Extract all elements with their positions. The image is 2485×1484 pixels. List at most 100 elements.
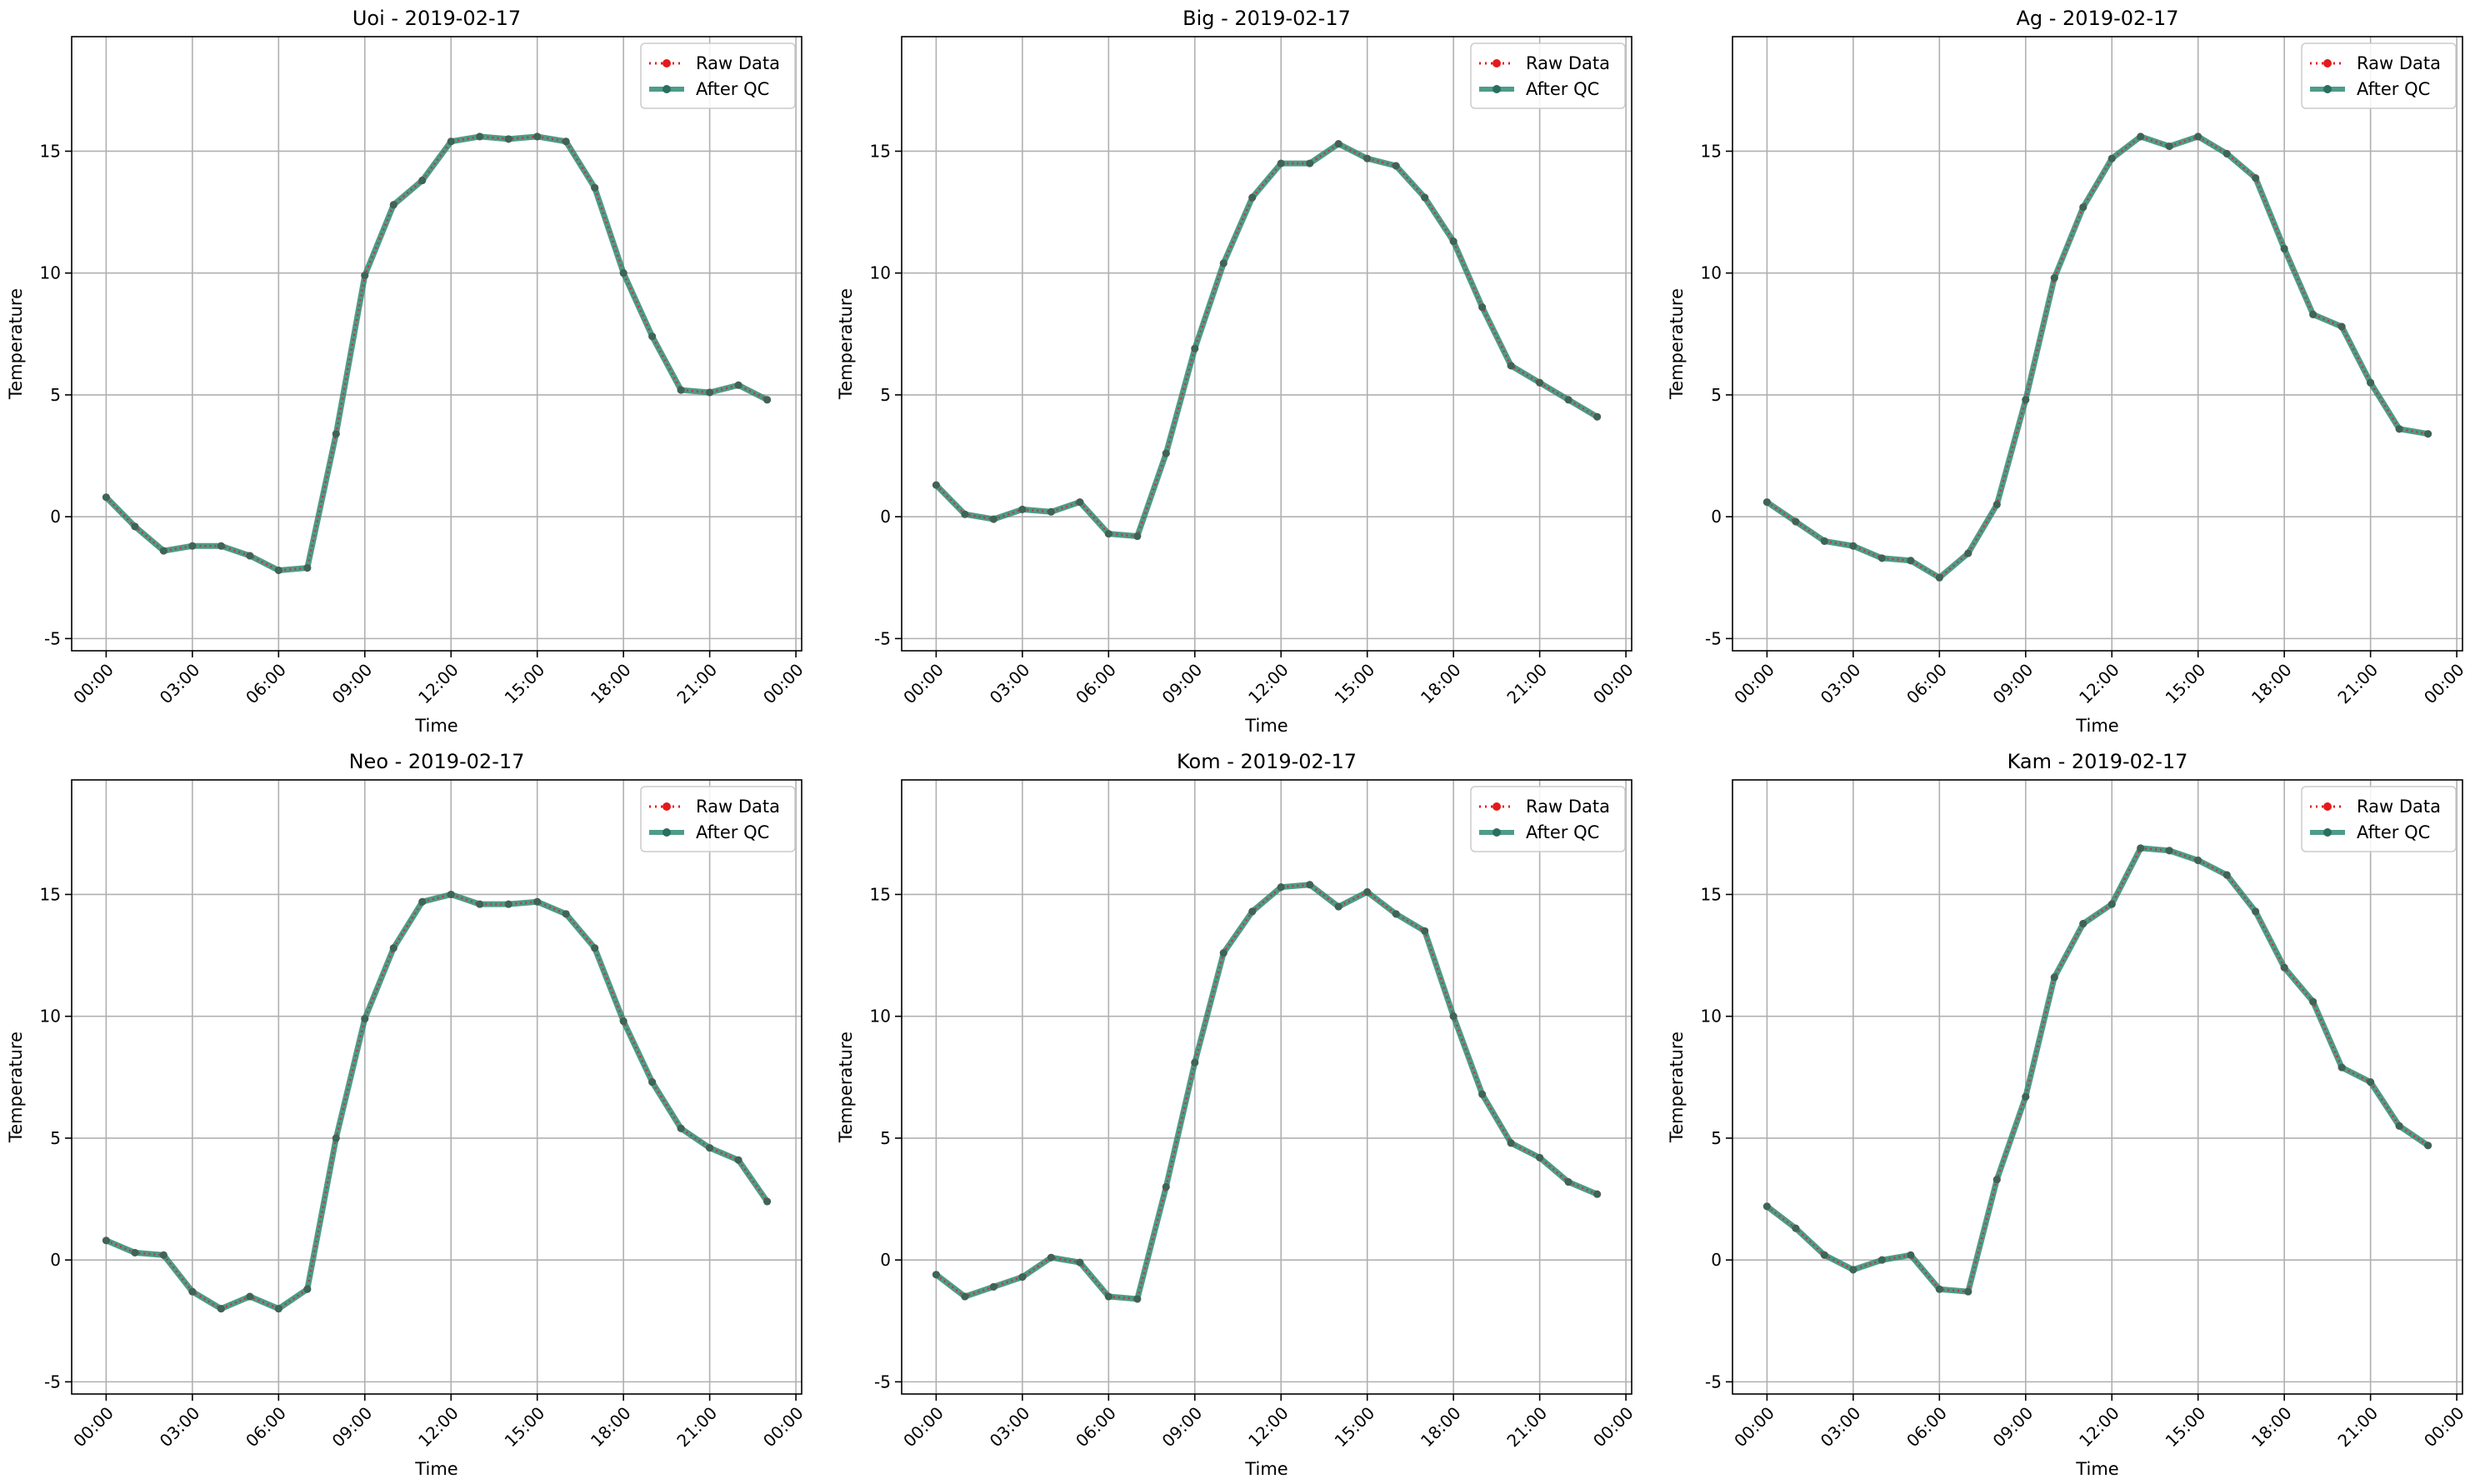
qc-point: [1536, 378, 1544, 387]
x-tick-label: 00:00: [2420, 1403, 2468, 1452]
legend-raw-marker: [662, 59, 671, 67]
x-tick-label: 18:00: [1417, 1403, 1465, 1452]
qc-point: [303, 1285, 312, 1293]
legend: Raw Data After QC: [2301, 42, 2457, 109]
x-tick-label: 06:00: [1902, 660, 1951, 708]
qc-point: [1935, 573, 1943, 582]
legend-qc-label: After QC: [2357, 822, 2430, 842]
x-tick-label: 00:00: [1589, 660, 1638, 708]
y-tick-label: 5: [1711, 385, 1722, 405]
qc-point: [591, 183, 599, 192]
qc-point: [102, 493, 110, 502]
y-axis-label: Temperature: [6, 288, 26, 400]
y-tick-label: 0: [880, 507, 891, 527]
qc-point: [1478, 303, 1487, 312]
qc-point: [2137, 132, 2145, 141]
legend-qc-marker: [662, 85, 671, 93]
qc-point: [159, 547, 168, 555]
subplot-title: Kom - 2019-02-17: [1177, 750, 1357, 773]
qc-point: [734, 381, 742, 389]
x-tick-label: 21:00: [672, 660, 721, 708]
qc-point: [1762, 498, 1771, 507]
qc-point: [2194, 132, 2202, 141]
qc-point: [1762, 1202, 1771, 1211]
qc-point: [1133, 532, 1142, 541]
qc-point: [131, 1248, 139, 1257]
x-tick-label: 12:00: [1244, 660, 1292, 708]
legend-qc-marker: [1492, 828, 1501, 837]
qc-point: [591, 944, 599, 952]
x-tick-label: 00:00: [2420, 660, 2468, 708]
y-tick-label: 15: [40, 884, 61, 904]
x-tick-label: 06:00: [1072, 660, 1120, 708]
x-tick-label: 06:00: [242, 660, 290, 708]
y-tick-label: 15: [40, 141, 61, 161]
legend-raw-label: Raw Data: [696, 53, 780, 73]
x-tick-label: 12:00: [1244, 1403, 1292, 1452]
legend-raw-marker: [1492, 802, 1501, 811]
series-after-qc-line: [1763, 845, 2432, 1295]
qc-point: [2137, 844, 2145, 852]
x-tick-label: 03:00: [986, 1403, 1034, 1452]
qc-point: [1277, 159, 1285, 167]
legend-raw-marker: [2323, 59, 2332, 67]
x-tick-label: 00:00: [69, 1403, 118, 1452]
y-axis-label: Temperature: [836, 1032, 856, 1143]
qc-point: [648, 1078, 657, 1087]
y-tick-label: 5: [880, 1128, 891, 1148]
qc-point: [2165, 847, 2173, 855]
subplot-6: -5 0 5 10 15 00:00 03:00 06:00 09:00 12:00 15:00 18…: [1667, 750, 2468, 1479]
qc-point: [2424, 430, 2432, 438]
qc-point: [389, 201, 398, 209]
y-tick-label: 5: [50, 1128, 61, 1148]
qc-point: [763, 396, 772, 404]
qc-point: [2050, 973, 2058, 982]
series-after-qc-line: [932, 882, 1601, 1302]
qc-point: [217, 1305, 225, 1313]
x-tick-label: 09:00: [1158, 1403, 1207, 1452]
qc-point: [159, 1251, 168, 1259]
qc-point: [1248, 907, 1257, 916]
qc-point: [932, 481, 940, 489]
legend-qc-marker: [662, 828, 671, 837]
legend-raw-label: Raw Data: [696, 797, 780, 817]
x-tick-label: 00:00: [759, 660, 808, 708]
series-raw-line: [105, 135, 768, 572]
legend: Raw Data After QC: [1470, 42, 1626, 109]
qc-point: [1047, 1253, 1055, 1262]
qc-point: [188, 542, 197, 550]
qc-point: [246, 1292, 254, 1301]
qc-point: [1878, 1256, 1886, 1264]
x-tick-label: 00:00: [69, 660, 118, 708]
x-tick-label: 03:00: [156, 660, 204, 708]
axes-frame: [71, 779, 802, 1395]
qc-point: [562, 910, 570, 918]
x-tick-label: 15:00: [2162, 660, 2210, 708]
qc-point: [1449, 1012, 1458, 1021]
qc-point: [533, 897, 542, 906]
qc-point: [1507, 1139, 1515, 1147]
y-tick-label: 10: [870, 1007, 891, 1027]
qc-point: [2108, 900, 2116, 908]
y-tick-label: 15: [1701, 884, 1722, 904]
qc-point: [1564, 1178, 1572, 1187]
qc-point: [274, 566, 282, 574]
y-tick-label: 10: [1701, 1007, 1722, 1027]
qc-point: [2252, 907, 2260, 916]
y-tick-label: 5: [880, 385, 891, 405]
qc-point: [476, 900, 484, 908]
subplot-title: Kam - 2019-02-17: [2008, 750, 2188, 773]
x-tick-label: 00:00: [1589, 1403, 1638, 1452]
y-tick-label: 10: [870, 263, 891, 283]
qc-point: [1564, 396, 1572, 404]
x-tick-label: 21:00: [2333, 660, 2382, 708]
qc-point: [1363, 888, 1372, 897]
x-axis-label: Time: [1244, 716, 1288, 736]
qc-point: [2252, 174, 2260, 182]
qc-point: [2079, 920, 2088, 928]
legend-box: [2301, 42, 2457, 109]
y-tick-label: 0: [50, 1250, 61, 1270]
x-tick-label: 03:00: [1817, 1403, 1865, 1452]
qc-point: [1992, 501, 2001, 509]
qc-point: [706, 1144, 714, 1152]
